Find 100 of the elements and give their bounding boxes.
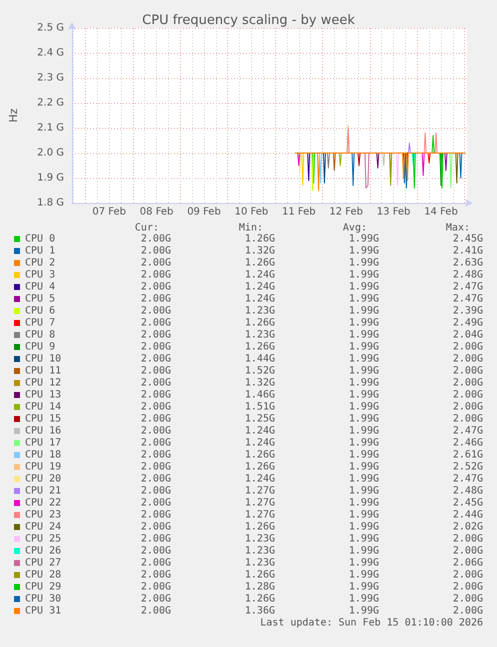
text: 2.00G	[452, 570, 483, 580]
text: 1.52G	[244, 366, 275, 376]
text: 2.00G	[452, 402, 483, 412]
text: 2.00G	[140, 474, 171, 484]
text: 2.00G	[140, 282, 171, 292]
y-tick-label: 2.1 G	[37, 122, 64, 134]
text: 1.99G	[348, 558, 379, 568]
text: 1.46G	[244, 390, 275, 400]
text: 1.99G	[348, 282, 379, 292]
text: 2.00G	[140, 246, 171, 256]
text: 1.23G	[244, 534, 275, 544]
legend-label: CPU 24	[25, 522, 62, 532]
text: 1.99G	[348, 258, 379, 268]
text: 2.00G	[140, 438, 171, 448]
text: 2.00G	[452, 582, 483, 592]
text: 1.99G	[348, 534, 379, 544]
text: 1.99G	[348, 354, 379, 364]
text: Cur:	[134, 222, 159, 234]
text: 1.27G	[244, 498, 275, 508]
x-tick-label: 10 Feb	[234, 206, 268, 218]
text: 2.00G	[140, 570, 171, 580]
text: 1.44G	[244, 354, 275, 364]
text: 1.99G	[348, 546, 379, 556]
legend-label: CPU 29	[25, 582, 62, 592]
text: 2.47G	[452, 282, 483, 292]
text: 2.00G	[140, 558, 171, 568]
text: 1.24G	[244, 426, 275, 436]
legend-label: CPU 8	[25, 330, 56, 340]
text: 1.23G	[244, 558, 275, 568]
text: 1.99G	[348, 474, 379, 484]
legend-label: CPU 1	[25, 246, 56, 256]
text: 1.99G	[348, 450, 379, 460]
text: 1.24G	[244, 270, 275, 280]
x-tick-label: 09 Feb	[187, 206, 221, 218]
text: 1.99G	[348, 366, 379, 376]
text: 1.99G	[348, 498, 379, 508]
text: 2.00G	[140, 234, 171, 244]
text: 2.00G	[140, 546, 171, 556]
text: 1.26G	[244, 318, 275, 328]
legend-label: CPU 30	[25, 594, 62, 604]
text: 2.39G	[452, 306, 483, 316]
legend-label: CPU 27	[25, 558, 62, 568]
text: 1.99G	[348, 594, 379, 604]
legend-label: CPU 26	[25, 546, 62, 556]
text: 2.52G	[452, 462, 483, 472]
text: 1.99G	[348, 570, 379, 580]
legend-label: CPU 23	[25, 510, 62, 520]
text: 2.00G	[452, 534, 483, 544]
text: 1.99G	[348, 294, 379, 304]
legend-label: CPU 13	[25, 390, 62, 400]
y-tick-label: 1.9 G	[37, 172, 64, 184]
text: 2.00G	[452, 390, 483, 400]
legend-label: CPU 15	[25, 414, 62, 424]
text: 2.00G	[452, 366, 483, 376]
text: 1.99G	[348, 426, 379, 436]
text: 1.26G	[244, 258, 275, 268]
x-tick-label: 14 Feb	[424, 206, 458, 218]
text: 2.48G	[452, 486, 483, 496]
text: 1.26G	[244, 342, 275, 352]
text: 1.99G	[348, 414, 379, 424]
text: 1.24G	[244, 282, 275, 292]
text: 1.99G	[348, 330, 379, 340]
text: 1.32G	[244, 246, 275, 256]
text: 1.26G	[244, 570, 275, 580]
y-tick-label: 2.5 G	[37, 22, 64, 34]
text: 2.45G	[452, 234, 483, 244]
text: 2.61G	[452, 450, 483, 460]
legend-label: CPU 6	[25, 306, 56, 316]
legend-label: CPU 9	[25, 342, 56, 352]
y-axis-title: Hz	[7, 108, 20, 123]
x-tick-label: 11 Feb	[282, 206, 316, 218]
y-tick-label: 2.4 G	[37, 48, 64, 58]
text: 2.00G	[140, 414, 171, 424]
y-tick-label: 2.2 G	[37, 98, 64, 108]
text: 1.99G	[348, 522, 379, 532]
text: 1.99G	[348, 606, 379, 616]
text: 2.00G	[140, 582, 171, 592]
x-tick-label: 12 Feb	[329, 206, 363, 218]
text: 2.00G	[140, 330, 171, 340]
text: 1.32G	[244, 378, 275, 388]
text: Avg:	[342, 222, 367, 234]
legend-label: CPU 14	[25, 402, 62, 412]
text: Last update: Sun Feb 15 01:10:00 2026	[260, 618, 483, 628]
text: 1.99G	[348, 462, 379, 472]
legend-label: CPU 11	[25, 366, 62, 376]
text: 2.00G	[140, 462, 171, 472]
text: 1.23G	[244, 306, 275, 316]
text: 1.27G	[244, 510, 275, 520]
text: 1.24G	[244, 438, 275, 448]
x-tick-label: 07 Feb	[92, 206, 126, 218]
legend-label: CPU 16	[25, 426, 62, 436]
text: 1.99G	[348, 234, 379, 244]
text: 2.00G	[452, 594, 483, 604]
legend-label: CPU 17	[25, 438, 62, 448]
text: 2.41G	[452, 246, 483, 256]
legend-label: CPU 20	[25, 474, 62, 484]
text: 2.44G	[452, 510, 483, 520]
chart-title: CPU frequency scaling - by week	[142, 13, 356, 28]
text: 2.00G	[452, 606, 483, 616]
text: 1.28G	[244, 582, 275, 592]
